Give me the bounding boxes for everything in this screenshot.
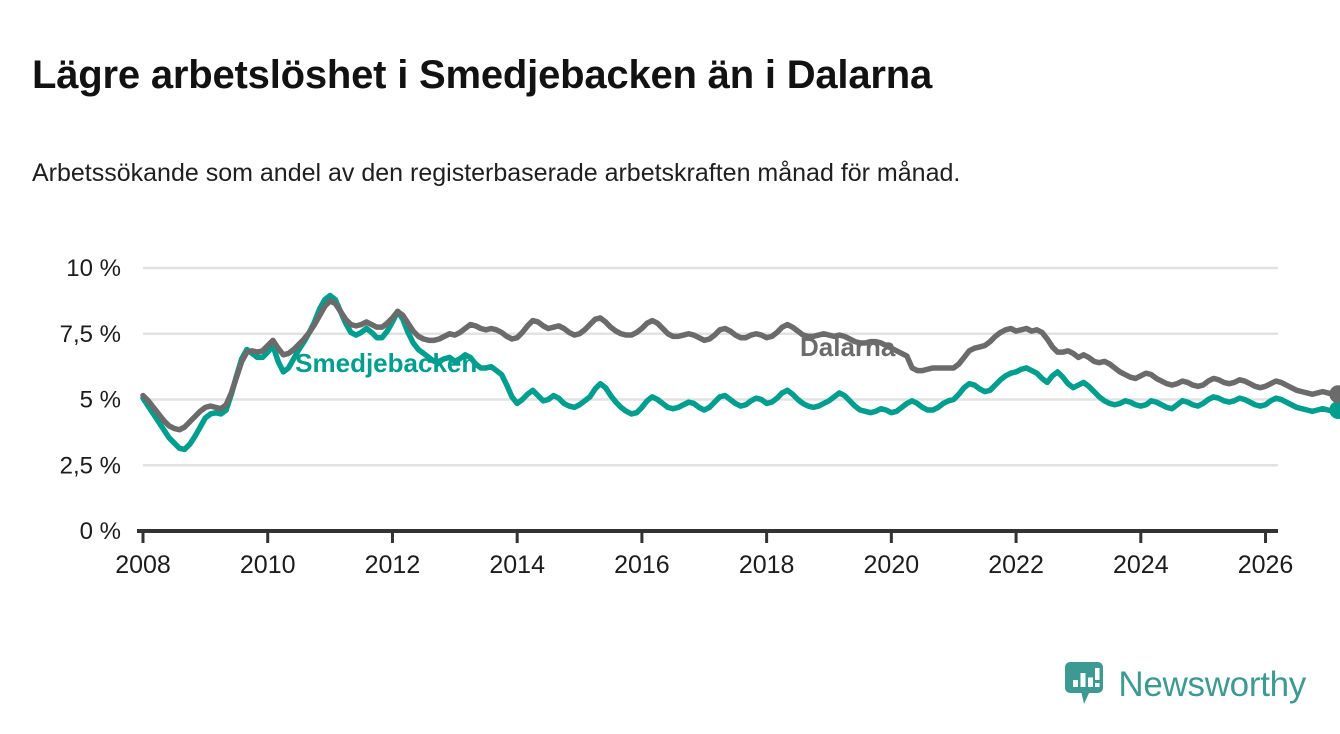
logo-wordmark: Newsworthy (1118, 664, 1306, 704)
endpoint-marker-smedjebacken (1329, 401, 1340, 420)
y-tick-label: 2,5 % (60, 452, 121, 479)
page-title: Lägre arbetslöshet i Smedjebacken än i D… (32, 52, 933, 97)
newsworthy-logo[interactable]: Newsworthy (1065, 662, 1306, 706)
series-lines (140, 292, 1340, 453)
series-line-dalarna (140, 298, 1340, 433)
x-tick-label: 2024 (1113, 551, 1169, 579)
series-endpoint-markers (1329, 385, 1340, 420)
page-subtitle: Arbetssökande som andel av den registerb… (32, 159, 961, 187)
x-tick-label: 2014 (489, 551, 545, 579)
y-tick-label: 7,5 % (60, 321, 121, 348)
x-axis (137, 529, 1278, 543)
y-tick-label: 0 % (80, 518, 121, 545)
x-axis-tick-labels: 2008 2010 2012 2014 2016 2018 2020 2022 2024 2026 (115, 551, 1293, 579)
series-inline-labels: Smedjebacken Dalarna (295, 332, 896, 378)
x-tick-label: 2022 (988, 551, 1044, 579)
line-chart: 0 % 2,5 % 5 % 7,5 % 10 % 2008 2010 2012 2014 201… (0, 236, 1340, 596)
x-tick-label: 2008 (115, 551, 171, 579)
x-tick-label: 2010 (240, 551, 296, 579)
x-tick-label: 2026 (1238, 551, 1294, 579)
endpoint-marker-dalarna (1329, 385, 1340, 404)
chart-canvas: 0 % 2,5 % 5 % 7,5 % 10 % 2008 2010 2012 2014 201… (60, 255, 1340, 579)
series-label-smedjebacken: Smedjebacken (295, 348, 477, 378)
x-tick-label: 2016 (614, 551, 670, 579)
x-tick-label: 2020 (864, 551, 920, 579)
y-axis-tick-labels: 0 % 2,5 % 5 % 7,5 % 10 % (60, 255, 121, 545)
gridlines (143, 266, 1278, 467)
y-tick-label: 5 % (80, 387, 121, 414)
y-tick-label: 10 % (66, 255, 121, 282)
bar-chart-speech-bubble-icon (1065, 662, 1104, 704)
x-tick-label: 2012 (365, 551, 421, 579)
x-tick-label: 2018 (739, 551, 795, 579)
series-label-dalarna: Dalarna (800, 332, 896, 362)
